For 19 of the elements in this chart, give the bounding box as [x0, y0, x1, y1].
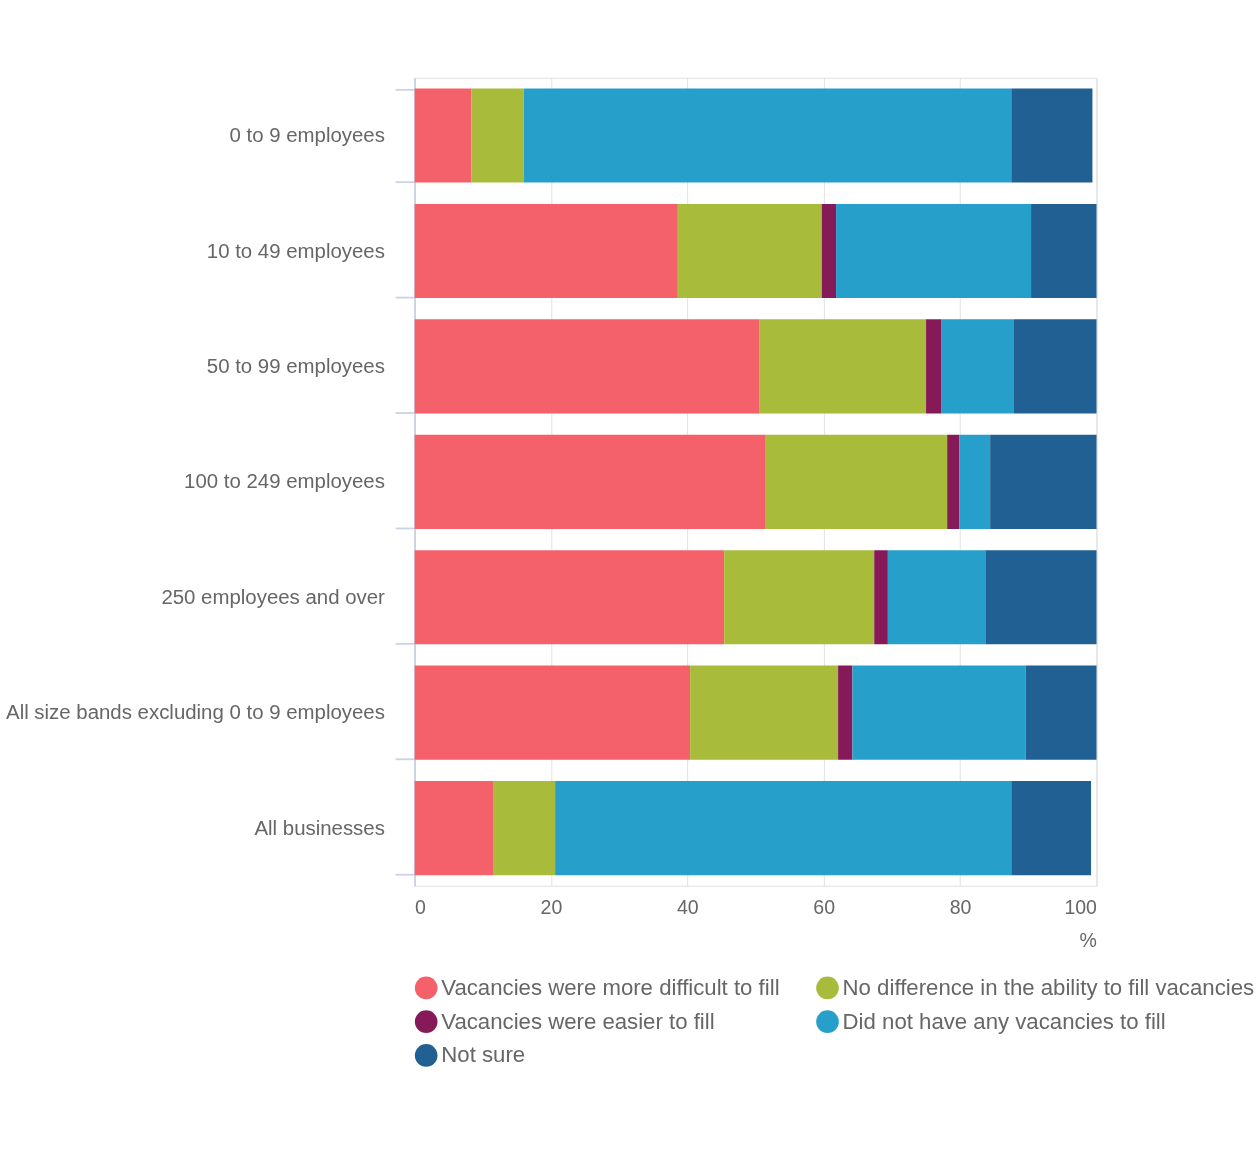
legend-label: Not sure: [441, 1042, 526, 1068]
x-tick-label: 60: [813, 895, 836, 918]
x-tick-label: 20: [540, 895, 563, 918]
x-tick-label: 0: [415, 895, 427, 918]
y-tick-label: All size bands excluding 0 to 9 employees: [6, 701, 385, 724]
y-tick-label: 100 to 249 employees: [184, 470, 385, 493]
y-tick-label: 50 to 99 employees: [206, 355, 385, 378]
legend-label: Did not have any vacancies to fill: [842, 1008, 1166, 1034]
legend-label: No difference in the ability to fill vacancies: [842, 975, 1255, 1001]
x-tick-label: 80: [949, 895, 972, 918]
legend-label: Vacancies were easier to fill: [441, 1008, 715, 1034]
legend-label: Vacancies were more difficult to fill: [441, 975, 780, 1001]
y-tick-label: 250 employees and over: [161, 585, 386, 608]
x-tick-label: 100: [1064, 895, 1098, 918]
y-tick-label: 0 to 9 employees: [229, 124, 385, 147]
x-axis-title: %: [1079, 928, 1097, 951]
x-tick-label: 40: [676, 895, 699, 918]
y-tick-label: All businesses: [254, 816, 385, 839]
y-tick-label: 10 to 49 employees: [206, 239, 385, 262]
